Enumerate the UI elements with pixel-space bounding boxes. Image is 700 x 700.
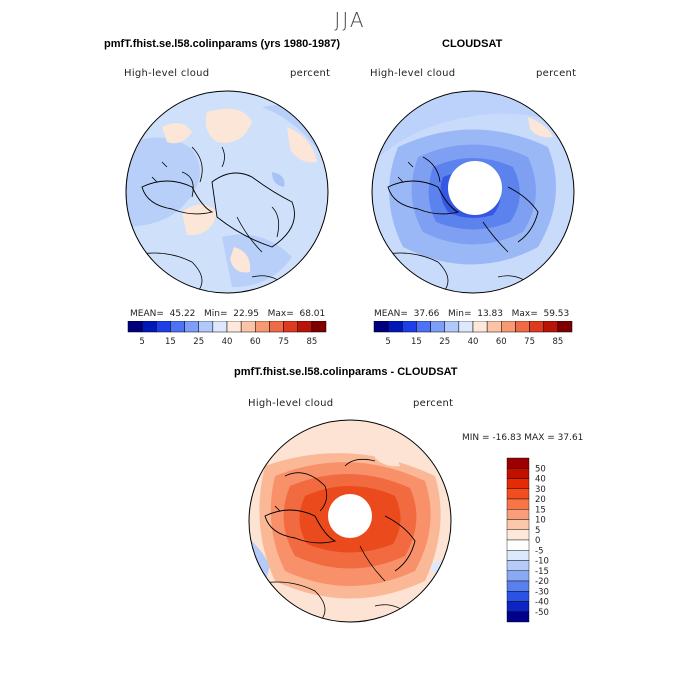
colorbar-diff-swatch	[506, 509, 530, 520]
colorbar-diff-tick-label: 20	[535, 495, 546, 505]
colorbar-model-swatch	[127, 321, 143, 333]
colorbar-diff-swatch	[506, 591, 530, 602]
colorbar-model: 515254060758595	[127, 321, 327, 347]
panel-diff-title: pmfT.fhist.se.l58.colinparams - CLOUDSAT	[234, 366, 458, 378]
colorbar-cloudsat-tick-label: 60	[496, 337, 507, 347]
colorbar-diff-tick-label: 50	[535, 464, 546, 474]
colorbar-cloudsat-swatch	[444, 321, 460, 333]
page-title: JJA	[334, 8, 366, 32]
colorbar-model-tick-label: 15	[165, 337, 176, 347]
colorbar-model-tick-label: 40	[222, 337, 233, 347]
panel-cloudsat-variable: High-level cloud	[370, 68, 456, 79]
colorbar-diff-swatch	[506, 611, 530, 623]
colorbar-diff-tick-label: 15	[535, 505, 546, 515]
colorbar-diff-swatch	[506, 488, 530, 500]
colorbar-cloudsat-swatch	[472, 321, 488, 333]
panel-model-title: pmfT.fhist.se.l58.colinparams (yrs 1980-…	[104, 38, 340, 50]
colorbar-model-tick-label: 85	[306, 337, 317, 347]
colorbar-diff-swatch	[506, 580, 530, 592]
panel-model-variable: High-level cloud	[124, 68, 210, 79]
colorbar-model-tick-label: 5	[139, 337, 144, 347]
colorbar-model-swatch	[170, 321, 185, 333]
colorbar-diff-swatch	[506, 601, 530, 612]
colorbar-diff-swatch	[506, 550, 530, 561]
colorbar-cloudsat-tick-label: 25	[439, 337, 450, 347]
panel-diff-variable: High-level cloud	[248, 398, 334, 409]
colorbar-cloudsat-swatch	[486, 321, 502, 333]
colorbar-model-swatch	[240, 321, 256, 333]
colorbar-diff-tick-label: -40	[535, 598, 549, 608]
map-cloudsat-high-cloud	[371, 90, 575, 294]
colorbar-model-swatch	[283, 321, 298, 333]
colorbar-diff-tick-label: -20	[535, 577, 549, 587]
map-model-high-cloud	[125, 90, 329, 294]
colorbar-model-swatch	[297, 321, 313, 333]
colorbar-model-swatch	[156, 321, 171, 333]
colorbar-cloudsat-tick-label: 5	[385, 337, 390, 347]
colorbar-model-tick-label: 75	[278, 337, 289, 347]
colorbar-diff-swatch	[506, 478, 530, 489]
colorbar-model-swatch	[212, 321, 228, 333]
colorbar-diff-swatch	[506, 498, 530, 510]
colorbar-diff-tick-label: -30	[535, 587, 549, 597]
colorbar-cloudsat-swatch	[557, 321, 573, 333]
colorbar-cloudsat-tick-label: 15	[411, 337, 422, 347]
colorbar-diff-tick-label: -5	[535, 546, 543, 556]
colorbar-model-tick-label: 60	[250, 337, 261, 347]
colorbar-cloudsat-swatch	[416, 321, 431, 333]
colorbar-model-swatch	[226, 321, 242, 333]
colorbar-cloudsat-swatch	[543, 321, 559, 333]
colorbar-model-swatch	[141, 321, 157, 333]
colorbar-diff-swatch	[506, 519, 530, 530]
colorbar-diff-swatch	[506, 529, 530, 541]
colorbar-cloudsat-swatch	[458, 321, 474, 333]
colorbar-model-swatch	[184, 321, 199, 333]
colorbar-model-swatch	[311, 321, 327, 333]
colorbar-diff-swatch	[506, 457, 530, 469]
colorbar-model-swatch	[255, 321, 270, 333]
colorbar-cloudsat-swatch	[515, 321, 530, 333]
colorbar-diff-tick-label: 5	[535, 526, 540, 536]
colorbar-cloudsat-tick-label: 40	[468, 337, 479, 347]
colorbar-cloudsat-tick-label: 85	[552, 337, 563, 347]
colorbar-diff-tick-label: -50	[535, 608, 549, 618]
panel-model-units: percent	[290, 68, 331, 79]
colorbar-model-swatch	[198, 321, 214, 333]
colorbar-diff-tick-label: 10	[535, 516, 546, 526]
panel-cloudsat-units: percent	[536, 68, 577, 79]
colorbar-cloudsat: 515254060758595	[373, 321, 573, 347]
colorbar-cloudsat-swatch	[529, 321, 544, 333]
colorbar-diff-swatch	[506, 468, 530, 479]
colorbar-model-tick-label: 25	[193, 337, 204, 347]
panel-model-stats: MEAN= 45.22 Min= 22.95 Max= 68.01	[130, 309, 326, 319]
panel-diff-stats: MIN = -16.83 MAX = 37.61	[462, 433, 584, 443]
map-diff-high-cloud	[248, 419, 452, 623]
colorbar-diff-swatch	[506, 560, 530, 571]
colorbar-cloudsat-swatch	[501, 321, 516, 333]
colorbar-cloudsat-swatch	[373, 321, 389, 333]
panel-diff-units: percent	[413, 398, 454, 409]
colorbar-diff-swatch	[506, 539, 530, 551]
colorbar-cloudsat-swatch	[402, 321, 417, 333]
colorbar-diff-tick-label: -15	[535, 567, 549, 577]
colorbar-diff-tick-label: -10	[535, 557, 549, 567]
colorbar-cloudsat-swatch	[430, 321, 445, 333]
panel-cloudsat-title: CLOUDSAT	[442, 38, 503, 50]
panel-cloudsat-stats: MEAN= 37.66 Min= 13.83 Max= 59.53	[374, 309, 570, 319]
colorbar-model-swatch	[269, 321, 284, 333]
colorbar-diff-tick-label: 0	[535, 536, 540, 546]
colorbar-cloudsat-swatch	[387, 321, 403, 333]
colorbar-diff-tick-label: 40	[535, 475, 546, 485]
colorbar-cloudsat-tick-label: 75	[524, 337, 535, 347]
colorbar-diff-tick-label: 30	[535, 485, 546, 495]
colorbar-diff-swatch	[506, 570, 530, 582]
